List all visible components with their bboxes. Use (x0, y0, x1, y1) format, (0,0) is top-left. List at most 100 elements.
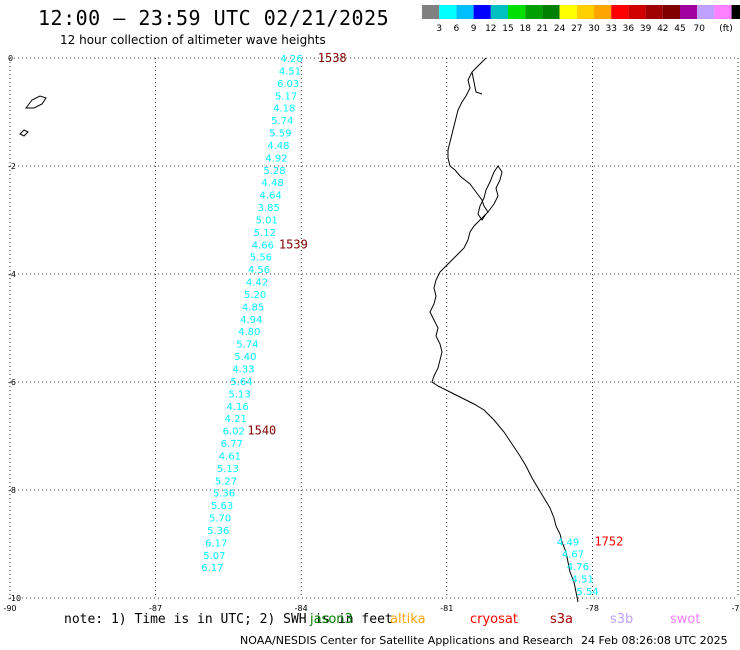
wave-height-label: 4.51 (572, 575, 594, 586)
wave-height-label: 5.13 (217, 464, 239, 475)
scale-swatch (525, 5, 543, 19)
scale-swatch (422, 5, 440, 19)
scale-unit: (ft) (719, 24, 733, 34)
scale-swatch (559, 5, 577, 19)
footer-timestamp: 24 Feb 08:26:08 UTC 2025 (581, 634, 728, 647)
scale-label: 15 (502, 24, 513, 34)
wave-height-map: 4.264.516.035.174.185.745.594.484.925.28… (3, 51, 740, 612)
wave-height-label: 4.66 (252, 240, 274, 251)
wave-height-label: 5.01 (256, 215, 278, 226)
galapagos-islet (19, 129, 29, 137)
scale-swatch (628, 5, 646, 19)
wave-height-label: 4.33 (232, 365, 254, 376)
coastline (19, 57, 579, 603)
scale-label: 21 (537, 24, 548, 34)
wave-height-label: 5.27 (215, 476, 237, 487)
wave-height-label: 4.16 (226, 402, 248, 413)
wave-height-label: 4.67 (562, 550, 584, 561)
wave-height-label: 6.03 (277, 79, 299, 90)
wave-height-label: 5.59 (269, 129, 291, 140)
scale-label: 39 (640, 24, 652, 34)
altimeter-tracks: 4.264.516.035.174.185.745.594.484.925.28… (201, 54, 598, 598)
wave-height-label: 5.13 (228, 389, 250, 400)
time-label: 1538 (318, 51, 347, 65)
wave-height-label: 6.77 (221, 439, 243, 450)
wave-height-label: 6.02 (223, 427, 245, 438)
wave-height-label: 5.28 (263, 166, 285, 177)
wave-height-label: 4.94 (240, 315, 262, 326)
wave-height-label: 5.36 (213, 489, 235, 500)
time-label: 1540 (247, 424, 276, 438)
wave-height-label: 4.42 (246, 278, 268, 289)
scale-swatch (490, 5, 508, 19)
x-tick-label: -90 (3, 604, 16, 612)
scale-swatch (697, 5, 715, 19)
lat-lon-grid (9, 57, 739, 599)
wave-height-label: 4.21 (225, 414, 247, 425)
wave-height-label: 6.17 (201, 563, 223, 574)
wave-height-label: 4.48 (261, 178, 283, 189)
scale-label: 3 (436, 24, 442, 34)
satellite-legend-cryosat: cryosat (470, 612, 518, 627)
time-labels: 1538 1539 1540 1752 (247, 51, 623, 548)
x-tick-label: -87 (149, 604, 162, 612)
y-tick-label: -4 (8, 270, 16, 279)
scale-swatch (645, 5, 663, 19)
wave-height-label: 5.56 (250, 253, 272, 264)
galapagos-island (25, 95, 47, 109)
time-label: 1752 (594, 534, 623, 548)
scale-swatch (542, 5, 560, 19)
wave-height-label: 5.07 (203, 551, 225, 562)
scale-label: 9 (471, 24, 477, 34)
footer-organization: NOAA/NESDIS Center for Satellite Applica… (240, 634, 574, 647)
x-tick-label: -78 (586, 604, 599, 612)
wave-height-label: 4.61 (219, 451, 241, 462)
map-subtitle: 12 hour collection of altimeter wave hei… (60, 33, 326, 47)
wave-height-label: 4.48 (267, 141, 289, 152)
x-tick-label: -75 (731, 604, 740, 612)
y-tick-label: -8 (8, 486, 16, 495)
wave-height-label: 5.63 (211, 501, 233, 512)
wave-height-label: 4.64 (259, 191, 281, 202)
scale-swatch (611, 5, 629, 19)
scale-label: 27 (571, 24, 582, 34)
wave-height-label: 5.70 (209, 514, 231, 525)
wave-height-label: 6.17 (205, 538, 227, 549)
scale-label: 36 (623, 24, 635, 34)
scale-swatch (662, 5, 680, 19)
scale-label: 42 (657, 24, 668, 34)
wave-height-label: 4.80 (238, 327, 260, 338)
wave-height-label: 5.40 (234, 352, 256, 363)
wave-height-label: 5.74 (271, 116, 293, 127)
scale-swatch (439, 5, 457, 19)
y-tick-label: -10 (8, 594, 21, 603)
wave-height-label: 5.54 (576, 587, 598, 598)
satellite-legend-jason3: jason3 (310, 612, 353, 627)
wave-height-label: 5.74 (236, 340, 258, 351)
x-tick-label: -84 (295, 604, 308, 612)
time-label: 1539 (279, 237, 308, 251)
map-note: note: 1) Time is in UTC; 2) SWH is in fe… (64, 612, 393, 627)
color-scale: 3 6 9 12 15 18 21 24 27 30 33 36 39 42 45 70 (ft) (422, 5, 740, 34)
satellite-legend-s3a: s3a (550, 612, 574, 627)
wave-height-label: 4.18 (273, 104, 295, 115)
wave-height-label: 5.17 (275, 91, 297, 102)
wave-height-label: 4.51 (279, 66, 301, 77)
scale-swatch (456, 5, 474, 19)
scale-label: 6 (454, 24, 460, 34)
wave-height-label: 4.49 (557, 537, 579, 548)
axis-ticks: -90 -87 -84 -81 -78 -75 0 -2 -4 -6 -8 -10 (3, 54, 740, 612)
coastline-river (471, 71, 483, 95)
y-tick-label: 0 (8, 54, 13, 63)
satellite-legend-altika: altika (390, 612, 426, 627)
wave-height-label: 3.85 (258, 203, 280, 214)
scale-swatch (576, 5, 594, 19)
scale-swatch (594, 5, 612, 19)
wave-height-label: 4.85 (242, 302, 264, 313)
coastline-mainland (429, 57, 579, 603)
scale-swatch (731, 5, 740, 19)
map-title: 12:00 – 23:59 UTC 02/21/2025 (38, 6, 390, 30)
wave-height-label: 5.64 (230, 377, 252, 388)
scale-label: 70 (693, 24, 705, 34)
wave-height-label: 4.76 (567, 562, 589, 573)
